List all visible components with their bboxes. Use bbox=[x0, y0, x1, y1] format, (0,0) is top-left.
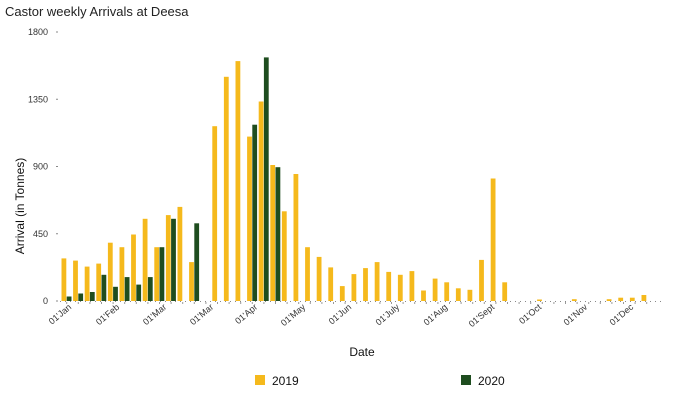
bar-2020 bbox=[78, 293, 84, 301]
legend-swatch-2020 bbox=[461, 375, 471, 385]
x-tick-label: 01'Oct bbox=[517, 302, 544, 327]
bar-2019 bbox=[177, 206, 183, 301]
x-tick-label: 01'Dec bbox=[608, 302, 636, 328]
bar-2019 bbox=[281, 211, 287, 301]
bar-2020 bbox=[252, 124, 258, 301]
bar-2019 bbox=[374, 262, 380, 301]
x-tick-label: 01'July bbox=[374, 302, 402, 328]
x-tick-label: 01'May bbox=[279, 302, 308, 328]
bar-2020 bbox=[136, 284, 142, 301]
y-tick-label: 900 bbox=[33, 162, 48, 172]
bar-2019 bbox=[73, 260, 78, 301]
bar-2019 bbox=[154, 247, 160, 301]
bar-2019 bbox=[455, 288, 461, 301]
bar-2019 bbox=[293, 174, 299, 301]
bar-2019 bbox=[305, 247, 310, 301]
bar-2019 bbox=[479, 259, 484, 301]
bar-2020 bbox=[171, 218, 176, 301]
y-tick-label: 450 bbox=[33, 229, 48, 239]
x-tick-label: 01'Jan bbox=[47, 302, 74, 327]
bar-2019 bbox=[339, 286, 345, 301]
bar-2020 bbox=[263, 57, 269, 302]
bar-2019 bbox=[84, 266, 90, 301]
x-axis-ticks: 01'Jan 01'Feb 01'Mar 01'Mar 01'Apr 01'May 01'J… bbox=[47, 302, 648, 329]
x-tick-label: 01'Sept bbox=[467, 302, 497, 329]
x-tick-label: 01'Jun bbox=[327, 302, 354, 327]
bar-2019 bbox=[432, 278, 438, 301]
bar-2019 bbox=[386, 271, 392, 301]
y-tick-label: 0 bbox=[43, 296, 48, 306]
bar-2019 bbox=[270, 165, 276, 301]
bar-2019 bbox=[490, 178, 496, 301]
x-tick-label: 01'Mar bbox=[188, 302, 215, 327]
bar-2020 bbox=[159, 247, 165, 301]
bar-2019 bbox=[96, 263, 102, 301]
bar-2019 bbox=[397, 274, 403, 301]
bar-2019 bbox=[131, 234, 136, 301]
bar-2019 bbox=[107, 242, 113, 301]
bar-2019 bbox=[618, 297, 624, 301]
bar-2019 bbox=[537, 299, 542, 301]
legend: 2019 2020 bbox=[255, 374, 505, 388]
bar-2019 bbox=[641, 295, 647, 301]
bar-2019 bbox=[212, 126, 218, 301]
y-axis-label: Arrival (in Tonnes) bbox=[13, 158, 27, 254]
x-tick-label: 01'Apr bbox=[233, 302, 259, 326]
bar-2019 bbox=[258, 101, 264, 301]
bars bbox=[61, 57, 647, 302]
chart-title: Castor weekly Arrivals at Deesa bbox=[5, 4, 189, 19]
bar-2019 bbox=[606, 299, 612, 301]
legend-label-2019: 2019 bbox=[272, 374, 299, 388]
bar-2019 bbox=[363, 268, 368, 301]
bar-2019 bbox=[165, 215, 171, 301]
bar-2019 bbox=[119, 247, 125, 301]
x-tick-label: 01'Aug bbox=[422, 302, 450, 327]
bar-2020 bbox=[101, 274, 107, 301]
bar-2019 bbox=[61, 258, 67, 301]
bar-2019 bbox=[351, 274, 357, 301]
bar-2019 bbox=[421, 290, 426, 301]
bar-2019 bbox=[629, 297, 635, 301]
legend-swatch-2019 bbox=[255, 375, 265, 385]
y-tick-label: 1350 bbox=[28, 94, 48, 104]
bar-2019 bbox=[328, 267, 334, 301]
legend-label-2020: 2020 bbox=[478, 374, 505, 388]
bar-2020 bbox=[66, 296, 72, 301]
bar-2019 bbox=[142, 218, 148, 301]
bar-2020 bbox=[275, 167, 281, 301]
x-tick-label: 01'Mar bbox=[141, 302, 168, 327]
x-axis-label: Date bbox=[349, 345, 375, 359]
bar-2019 bbox=[502, 282, 508, 301]
bar-2019 bbox=[467, 289, 473, 301]
y-tick-label: 1800 bbox=[28, 27, 48, 37]
bar-2019 bbox=[409, 271, 415, 301]
y-axis-ticks: 0 450 900 1350 1800 bbox=[28, 27, 58, 306]
x-tick-label: 01'Nov bbox=[562, 302, 590, 328]
bar-2020 bbox=[113, 286, 118, 301]
bar-2020 bbox=[194, 223, 200, 301]
bar-2019 bbox=[571, 299, 577, 301]
bar-2019 bbox=[189, 262, 194, 301]
bar-2019 bbox=[223, 76, 229, 301]
bar-2020 bbox=[147, 277, 153, 301]
bar-2019 bbox=[247, 136, 252, 301]
bar-2019 bbox=[235, 61, 241, 301]
x-tick-label: 01'Feb bbox=[94, 302, 121, 327]
bar-2020 bbox=[124, 277, 130, 301]
bar-2019 bbox=[444, 282, 450, 301]
bar-2019 bbox=[316, 256, 322, 301]
bar-2020 bbox=[89, 292, 95, 301]
